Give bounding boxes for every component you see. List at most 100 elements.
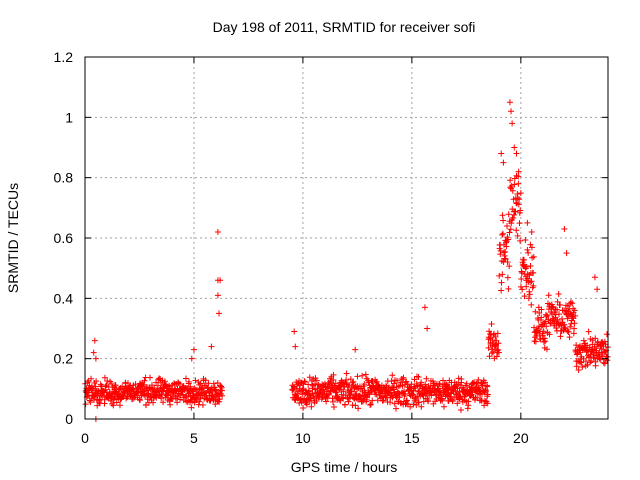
x-tick-label: 5 (190, 430, 198, 446)
data-point (558, 322, 565, 329)
data-point (214, 292, 221, 299)
data-point (113, 399, 120, 406)
data-point (367, 401, 374, 408)
data-point (571, 307, 578, 314)
data-point (418, 403, 425, 410)
data-point (502, 248, 509, 255)
data-point (361, 381, 368, 388)
data-point (330, 371, 337, 378)
data-point (354, 373, 361, 380)
data-point (400, 374, 407, 381)
data-point (186, 389, 193, 396)
data-point (511, 144, 518, 151)
data-point (108, 380, 115, 387)
data-point (530, 282, 537, 289)
data-point (330, 377, 337, 384)
data-point (521, 293, 528, 300)
data-point (486, 328, 493, 335)
data-point (523, 283, 530, 290)
data-point (379, 393, 386, 400)
data-point (513, 199, 520, 206)
data-point (188, 404, 195, 411)
data-point (571, 325, 578, 332)
data-point (333, 389, 340, 396)
data-point (482, 379, 489, 386)
data-point (508, 108, 515, 115)
data-point (585, 328, 592, 335)
data-point (495, 346, 502, 353)
data-point (174, 399, 181, 406)
data-point (436, 388, 443, 395)
y-tick-label: 1.2 (54, 49, 74, 65)
data-point (527, 263, 534, 270)
data-point (596, 355, 603, 362)
data-point (517, 207, 524, 214)
data-point (540, 338, 547, 345)
data-point (513, 227, 520, 234)
data-point (440, 377, 447, 384)
data-point (482, 388, 489, 395)
data-point (517, 190, 524, 197)
data-point (602, 348, 609, 355)
data-point (567, 299, 574, 306)
data-point (569, 300, 576, 307)
data-point (342, 401, 349, 408)
data-point (111, 395, 118, 402)
data-point (156, 375, 163, 382)
y-tick-label: 1 (65, 109, 73, 125)
data-point (489, 337, 496, 344)
data-point (488, 350, 495, 357)
data-point (443, 382, 450, 389)
data-point (391, 400, 398, 407)
data-point (352, 346, 359, 353)
y-tick-label: 0.6 (54, 230, 74, 246)
data-point (391, 380, 398, 387)
data-point (186, 378, 193, 385)
data-point (511, 181, 518, 188)
data-point (212, 387, 219, 394)
data-point (497, 247, 504, 254)
data-point (573, 363, 580, 370)
x-tick-label: 20 (513, 430, 529, 446)
data-point (540, 321, 547, 328)
data-point (292, 391, 299, 398)
data-point (140, 381, 147, 388)
data-point (327, 388, 334, 395)
data-points (82, 99, 611, 422)
data-point (197, 380, 204, 387)
data-point (454, 400, 461, 407)
data-point (389, 372, 396, 379)
data-point (556, 311, 563, 318)
data-point (496, 272, 503, 279)
data-point (362, 371, 369, 378)
data-point (527, 279, 534, 286)
data-point (592, 362, 599, 369)
data-point (101, 374, 108, 381)
data-point (88, 384, 95, 391)
data-point (355, 405, 362, 412)
data-point (594, 286, 601, 293)
data-point (330, 398, 337, 405)
data-point (508, 182, 515, 189)
data-point (516, 220, 523, 227)
data-point (192, 377, 199, 384)
data-point (543, 313, 550, 320)
data-point (313, 377, 320, 384)
data-point (456, 388, 463, 395)
data-point (374, 397, 381, 404)
data-point (532, 334, 539, 341)
data-point (137, 397, 144, 404)
data-point (110, 396, 117, 403)
data-point (91, 337, 98, 344)
data-point (202, 377, 209, 384)
data-point (484, 383, 491, 390)
x-axis-label: GPS time / hours (291, 459, 398, 475)
data-point (572, 312, 579, 319)
data-point (314, 390, 321, 397)
data-point (436, 380, 443, 387)
data-point (481, 402, 488, 409)
data-point (403, 397, 410, 404)
data-point (144, 387, 151, 394)
data-point (518, 269, 525, 276)
data-point (499, 212, 506, 219)
